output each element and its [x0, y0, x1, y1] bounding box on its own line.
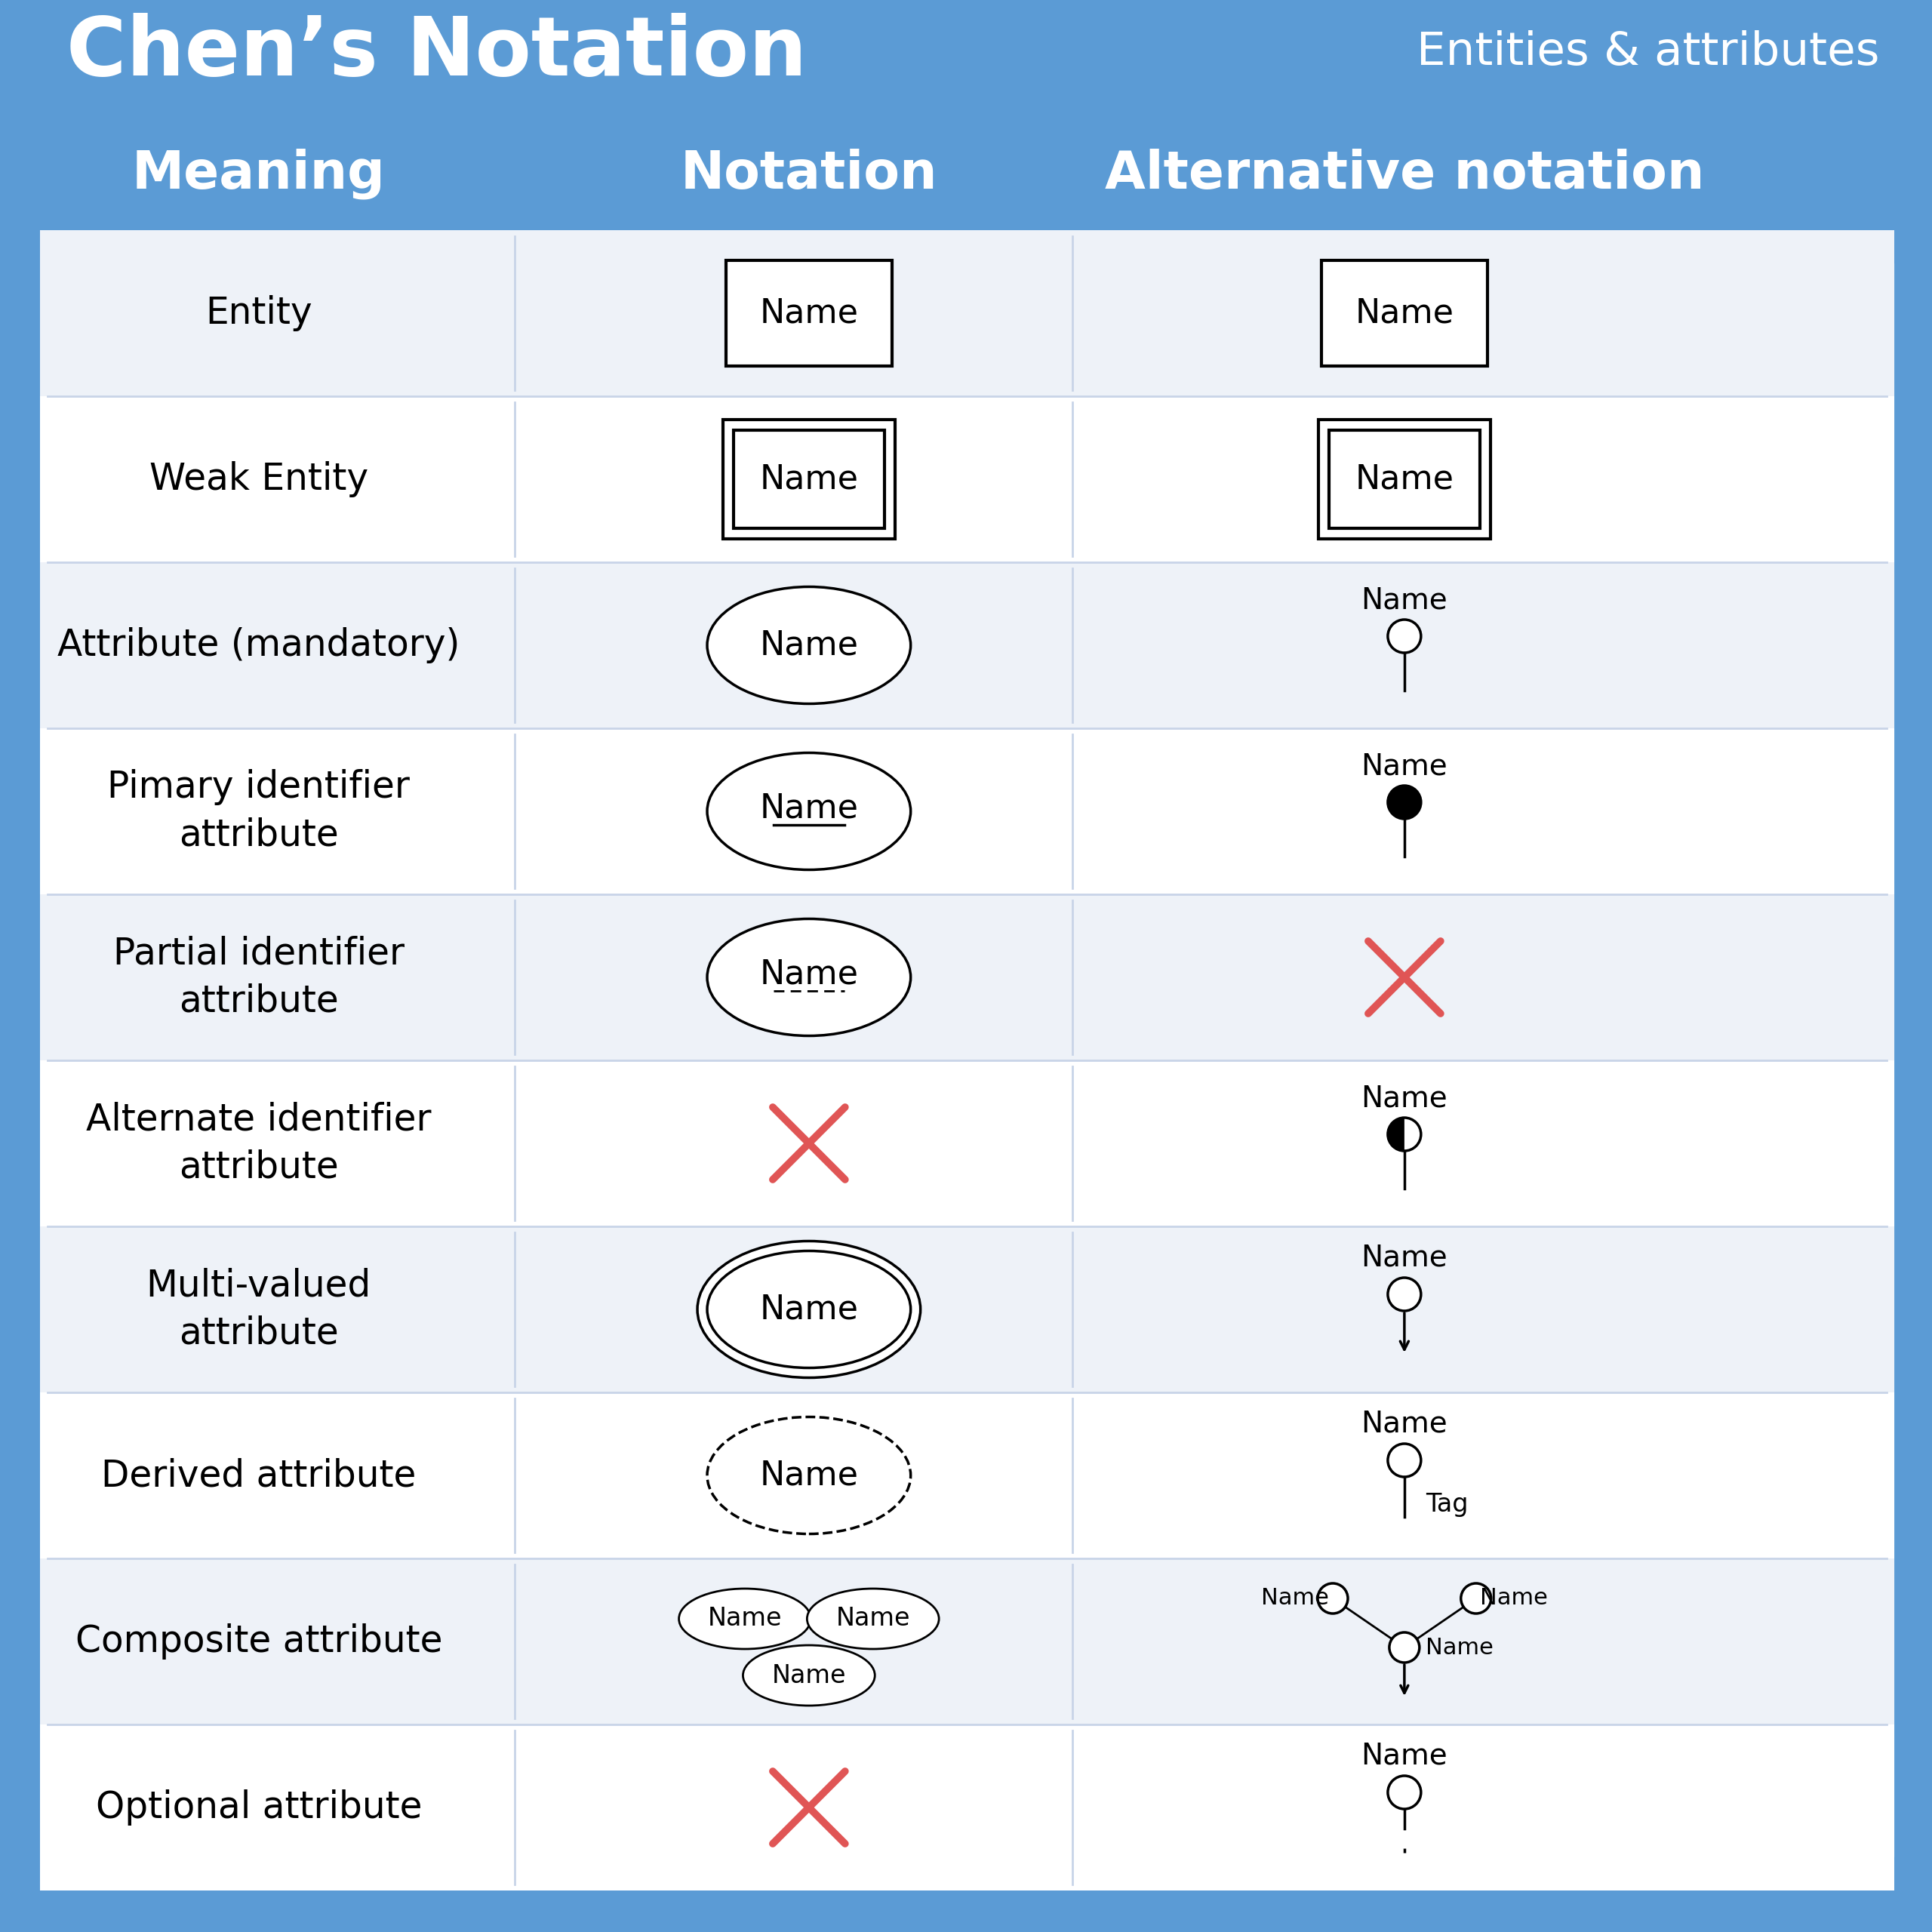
Bar	[41, 1559, 1893, 1725]
Circle shape	[1387, 786, 1420, 819]
Circle shape	[1389, 1633, 1420, 1663]
Text: Name: Name	[1262, 1588, 1329, 1609]
Text: Name: Name	[1354, 298, 1453, 330]
Text: Name: Name	[707, 1605, 782, 1631]
Text: Tag: Tag	[1426, 1492, 1468, 1517]
Bar	[1329, 431, 1480, 527]
Text: Name: Name	[759, 630, 858, 661]
Circle shape	[1387, 1443, 1420, 1476]
Text: Entities & attributes: Entities & attributes	[1416, 31, 1880, 75]
Text: Name: Name	[837, 1605, 910, 1631]
Bar	[41, 1061, 1893, 1227]
FancyBboxPatch shape	[41, 230, 1893, 1891]
Text: Multi-valued
attribute: Multi-valued attribute	[147, 1267, 371, 1350]
Bar	[734, 431, 885, 527]
Text: Derived attribute: Derived attribute	[100, 1457, 415, 1493]
Bar	[41, 562, 1893, 728]
Bar	[41, 728, 1893, 895]
Ellipse shape	[697, 1240, 920, 1378]
Text: Weak Entity: Weak Entity	[149, 462, 369, 497]
Ellipse shape	[707, 587, 910, 703]
Text: Name: Name	[1360, 1743, 1447, 1770]
Text: Attribute (mandatory): Attribute (mandatory)	[58, 628, 460, 663]
Text: Notation: Notation	[680, 149, 937, 199]
Text: Optional attribute: Optional attribute	[95, 1789, 421, 1826]
Bar	[41, 230, 1893, 396]
Text: Name: Name	[1360, 585, 1447, 614]
Bar	[1321, 261, 1488, 365]
Text: Name: Name	[1360, 1410, 1447, 1439]
Ellipse shape	[707, 753, 910, 869]
Text: Meaning: Meaning	[131, 149, 384, 199]
Text: Name: Name	[759, 464, 858, 495]
Text: Alternative notation: Alternative notation	[1105, 149, 1704, 199]
Bar	[723, 419, 895, 539]
Bar	[41, 1393, 1893, 1559]
Circle shape	[1387, 620, 1420, 653]
Text: Name: Name	[1360, 1244, 1447, 1273]
Text: Name: Name	[1426, 1636, 1493, 1658]
Circle shape	[1461, 1584, 1492, 1613]
Ellipse shape	[707, 1250, 910, 1368]
Ellipse shape	[744, 1646, 875, 1706]
Text: Name: Name	[1354, 464, 1453, 495]
Text: Composite attribute: Composite attribute	[75, 1623, 442, 1660]
Circle shape	[1387, 1776, 1420, 1808]
Text: Name: Name	[1360, 1084, 1447, 1113]
Ellipse shape	[678, 1588, 811, 1650]
Circle shape	[1318, 1584, 1349, 1613]
Ellipse shape	[707, 1416, 910, 1534]
Text: Partial identifier
attribute: Partial identifier attribute	[114, 935, 404, 1020]
Text: Name: Name	[759, 958, 858, 991]
Text: Name: Name	[1360, 752, 1447, 781]
Text: Alternate identifier
attribute: Alternate identifier attribute	[87, 1101, 431, 1186]
Bar	[41, 895, 1893, 1061]
Ellipse shape	[808, 1588, 939, 1650]
Bar	[41, 1227, 1893, 1393]
Wedge shape	[1387, 1119, 1405, 1151]
Text: Entity: Entity	[205, 296, 313, 330]
Text: Chen’s Notation: Chen’s Notation	[66, 14, 808, 93]
Circle shape	[1387, 1277, 1420, 1312]
Text: Name: Name	[1480, 1588, 1548, 1609]
Bar	[726, 261, 893, 365]
Circle shape	[1387, 1119, 1420, 1151]
Text: Name: Name	[771, 1663, 846, 1689]
Text: Pimary identifier
attribute: Pimary identifier attribute	[108, 769, 410, 854]
Text: Name: Name	[759, 1293, 858, 1325]
Text: Name: Name	[759, 792, 858, 825]
Text: Name: Name	[759, 1459, 858, 1492]
Bar	[41, 1725, 1893, 1891]
Ellipse shape	[707, 920, 910, 1036]
Text: Name: Name	[759, 298, 858, 330]
Bar	[41, 396, 1893, 562]
Bar	[1318, 419, 1490, 539]
